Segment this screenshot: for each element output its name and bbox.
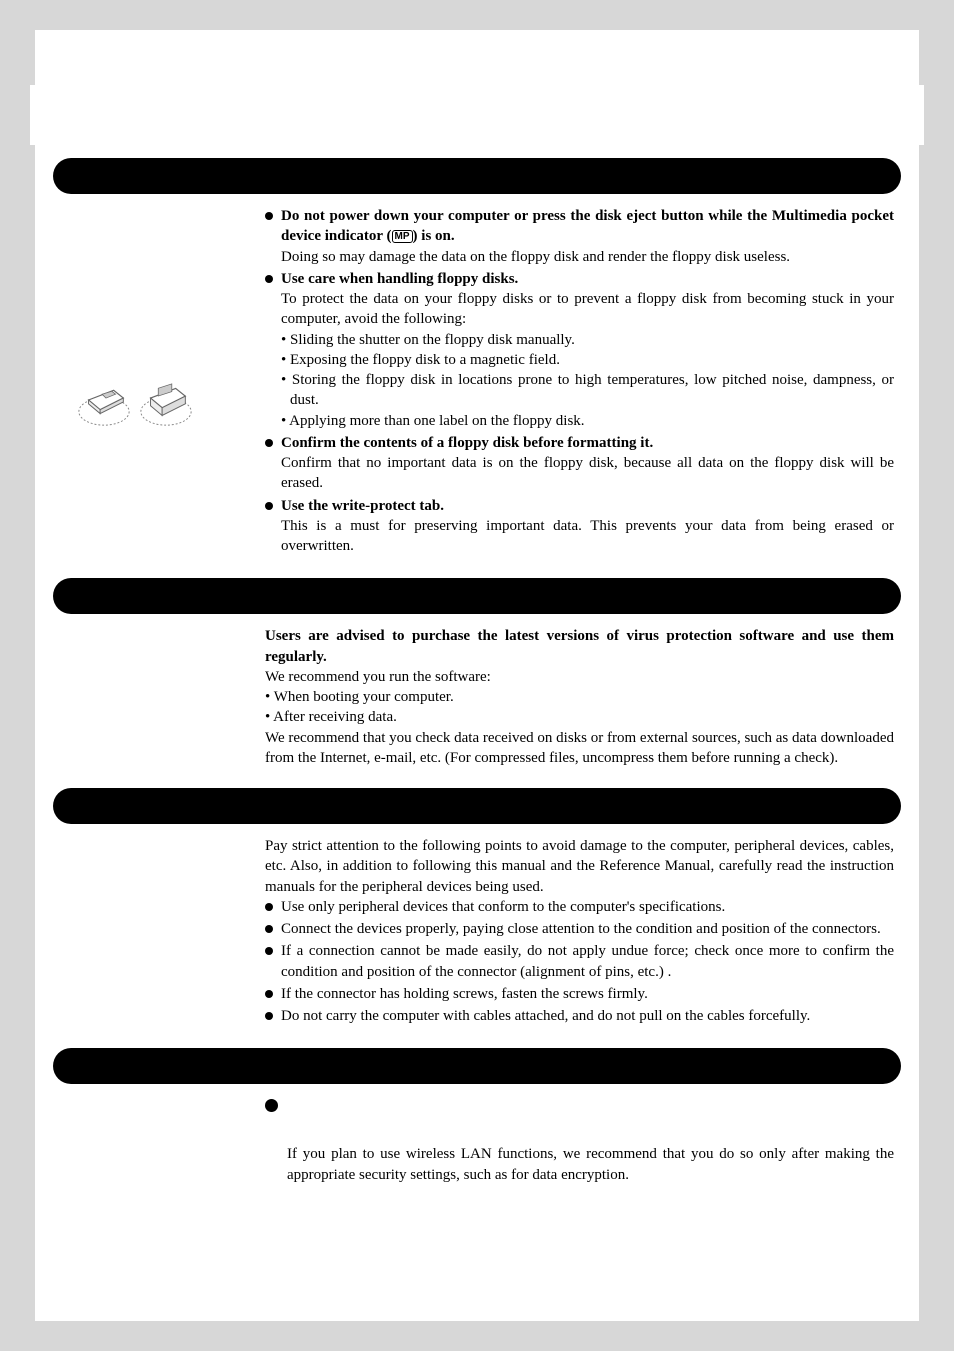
bullet-icon <box>265 903 273 911</box>
text: If you plan to use wireless LAN function… <box>287 1144 894 1185</box>
text: • Exposing the floppy disk to a magnetic… <box>281 350 894 370</box>
bullet-icon <box>265 947 273 955</box>
text: Confirm the contents of a floppy disk be… <box>281 433 894 453</box>
content-area-4: If you plan to use wireless LAN function… <box>35 1096 919 1185</box>
text: We recommend that you check data receive… <box>265 728 894 769</box>
left-column-1 <box>60 206 265 558</box>
section-floppy: Do not power down your computer or press… <box>35 158 919 558</box>
text: This is a must for preserving important … <box>281 516 894 557</box>
bullet-item: Connect the devices properly, paying clo… <box>265 919 894 939</box>
bullet-icon <box>265 1012 273 1020</box>
bullet-item: Do not power down your computer or press… <box>265 206 894 267</box>
bullet-text <box>286 1096 894 1112</box>
text: To protect the data on your floppy disks… <box>281 289 894 330</box>
bullet-icon <box>265 990 273 998</box>
content-area-1: Do not power down your computer or press… <box>35 206 919 558</box>
text: Pay strict attention to the following po… <box>265 836 894 897</box>
text: Use the write-protect tab. <box>281 496 894 516</box>
bullet-text: Confirm the contents of a floppy disk be… <box>281 433 894 494</box>
section-header-4 <box>53 1048 901 1084</box>
bullet-text: Use care when handling floppy disks. To … <box>281 269 894 431</box>
right-column-2: Users are advised to purchase the latest… <box>265 626 894 768</box>
text: • Storing the floppy disk in locations p… <box>281 370 894 411</box>
bullet-item: Do not carry the computer with cables at… <box>265 1006 894 1026</box>
right-column-3: Pay strict attention to the following po… <box>265 836 894 1028</box>
text: Do not power down your computer or press… <box>281 208 894 244</box>
floppy-disk-icon <box>75 371 133 429</box>
left-column-3 <box>60 836 265 1028</box>
right-column-4: If you plan to use wireless LAN function… <box>265 1096 894 1185</box>
text: ) is on. <box>413 228 455 244</box>
text: Use only peripheral devices that conform… <box>281 897 894 917</box>
text: If the connector has holding screws, fas… <box>281 984 894 1004</box>
section-virus: Users are advised to purchase the latest… <box>35 578 919 768</box>
section-peripherals: Pay strict attention to the following po… <box>35 788 919 1028</box>
section-header-3 <box>53 788 901 824</box>
bullet-item: Use the write-protect tab. This is a mus… <box>265 496 894 557</box>
section-wireless: If you plan to use wireless LAN function… <box>35 1048 919 1185</box>
text: We recommend you run the software: <box>265 667 894 687</box>
text: Confirm that no important data is on the… <box>281 453 894 494</box>
floppy-icons-container <box>75 371 195 442</box>
bullet-item: Use only peripheral devices that conform… <box>265 897 894 917</box>
right-column-1: Do not power down your computer or press… <box>265 206 894 558</box>
bullet-item: If a connection cannot be made easily, d… <box>265 941 894 982</box>
bullet-item: Use care when handling floppy disks. To … <box>265 269 894 431</box>
bullet-icon-large <box>265 1099 278 1112</box>
bullet-icon <box>265 439 273 447</box>
floppy-drive-icon <box>137 371 195 429</box>
left-column-2 <box>60 626 265 768</box>
bullet-text: Use the write-protect tab. This is a mus… <box>281 496 894 557</box>
bullet-item <box>265 1096 894 1112</box>
text: Connect the devices properly, paying clo… <box>281 919 894 939</box>
bullet-item: Confirm the contents of a floppy disk be… <box>265 433 894 494</box>
left-column-4 <box>60 1096 265 1185</box>
document-page: Do not power down your computer or press… <box>35 30 919 1321</box>
text: • Sliding the shutter on the floppy disk… <box>281 330 894 350</box>
content-area-2: Users are advised to purchase the latest… <box>35 626 919 768</box>
text: If a connection cannot be made easily, d… <box>281 941 894 982</box>
bullet-icon <box>265 212 273 220</box>
text: Do not carry the computer with cables at… <box>281 1006 894 1026</box>
text: • Applying more than one label on the fl… <box>281 411 894 431</box>
text: • When booting your computer. <box>265 687 894 707</box>
text: • After receiving data. <box>265 707 894 727</box>
bullet-item: If the connector has holding screws, fas… <box>265 984 894 1004</box>
bullet-icon <box>265 502 273 510</box>
section-header-2 <box>53 578 901 614</box>
text: Use care when handling floppy disks. <box>281 269 894 289</box>
bullet-text: Do not power down your computer or press… <box>281 206 894 267</box>
content-area-3: Pay strict attention to the following po… <box>35 836 919 1028</box>
mp-indicator-icon: MP <box>392 230 413 243</box>
bullet-icon <box>265 275 273 283</box>
text: Users are advised to purchase the latest… <box>265 626 894 667</box>
text: Doing so may damage the data on the flop… <box>281 247 894 267</box>
header-band <box>30 85 924 145</box>
section-header-1 <box>53 158 901 194</box>
bullet-icon <box>265 925 273 933</box>
